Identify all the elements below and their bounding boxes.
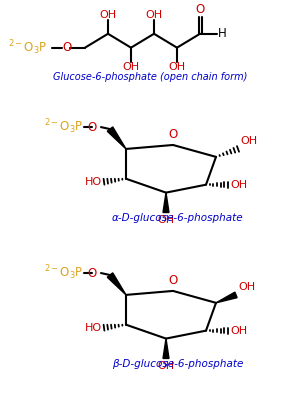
Text: O: O	[62, 41, 71, 54]
Text: $\mathregular{^{2-}O_3P}$: $\mathregular{^{2-}O_3P}$	[8, 38, 47, 57]
Text: O: O	[88, 267, 97, 280]
Polygon shape	[163, 193, 169, 213]
Text: OH: OH	[240, 136, 257, 146]
Text: O: O	[168, 274, 178, 287]
Text: O: O	[88, 121, 97, 134]
Text: OH: OH	[230, 326, 247, 336]
Text: OH: OH	[168, 62, 186, 71]
Text: β-D-glucose-6-phosphate: β-D-glucose-6-phosphate	[112, 360, 244, 370]
Text: Glucose-6-phosphate (open chain form): Glucose-6-phosphate (open chain form)	[53, 73, 247, 82]
Polygon shape	[216, 292, 237, 303]
Text: OH: OH	[158, 215, 175, 226]
Text: HO: HO	[85, 323, 102, 333]
Text: OH: OH	[238, 282, 255, 292]
Text: OH: OH	[99, 10, 117, 20]
Polygon shape	[107, 127, 126, 149]
Text: $\mathregular{^{2-}O_3P}$: $\mathregular{^{2-}O_3P}$	[44, 118, 83, 136]
Text: O: O	[195, 3, 205, 16]
Text: OH: OH	[230, 180, 247, 190]
Text: $\mathregular{^{2-}O_3P}$: $\mathregular{^{2-}O_3P}$	[44, 264, 83, 282]
Text: OH: OH	[146, 10, 163, 20]
Text: HO: HO	[85, 177, 102, 187]
Text: H: H	[218, 27, 227, 40]
Polygon shape	[163, 339, 169, 358]
Text: O: O	[168, 128, 178, 141]
Text: α-D-glucose-6-phosphate: α-D-glucose-6-phosphate	[112, 213, 244, 223]
Polygon shape	[107, 273, 126, 295]
Text: OH: OH	[158, 362, 175, 371]
Text: OH: OH	[122, 62, 140, 71]
